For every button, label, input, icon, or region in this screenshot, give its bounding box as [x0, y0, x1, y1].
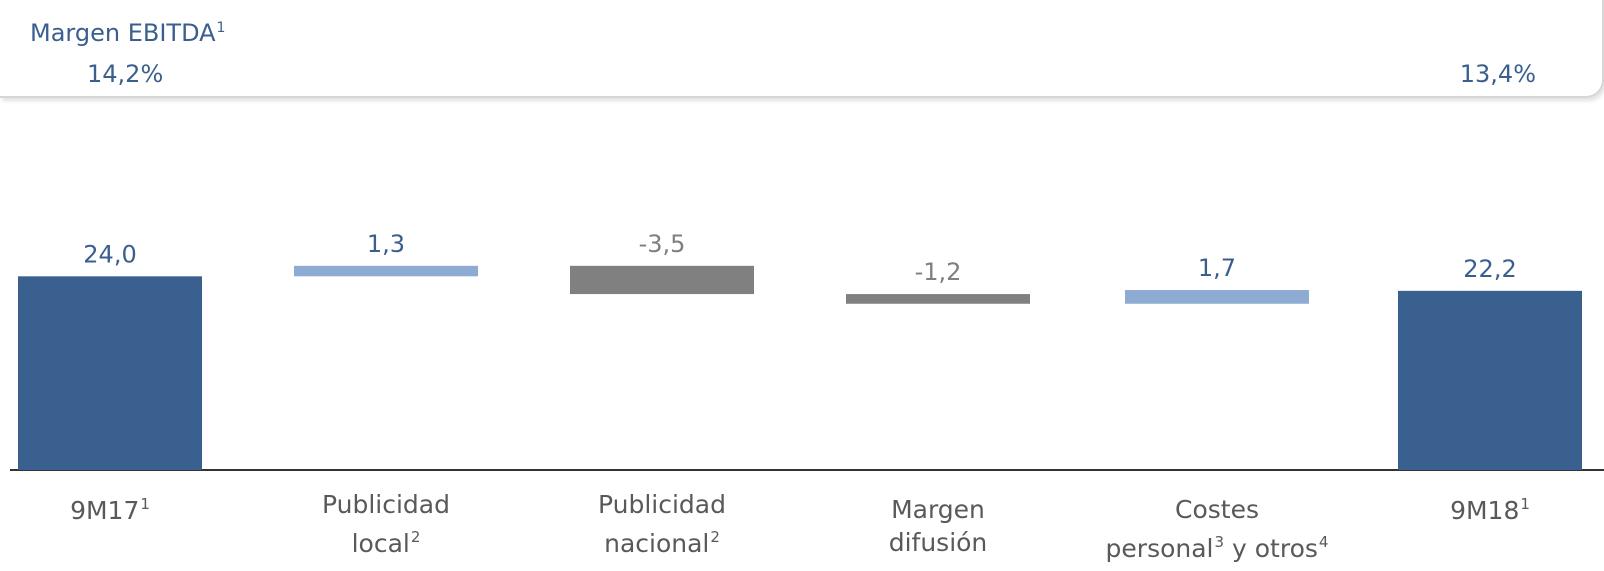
ebitda-margin-end-value: 13,4% — [1459, 60, 1536, 88]
category-label-line: local2 — [351, 528, 421, 558]
category-label-4: Costes personal3 y otros4 — [1087, 493, 1347, 565]
data-label-1: 1,3 — [367, 230, 405, 258]
bar-publicidad-local — [294, 265, 478, 277]
bar-9m17 — [18, 276, 202, 470]
category-label-line: nacional2 — [604, 528, 720, 558]
data-label-4: 1,7 — [1198, 254, 1236, 282]
category-label-line: difusión — [888, 528, 988, 557]
bar-publicidad-nacional — [570, 265, 754, 295]
category-label-line: Publicidad — [322, 490, 450, 519]
ebitda-margin-title-footnote: 1 — [216, 20, 226, 36]
category-label-line: Costes — [1175, 495, 1259, 524]
bar-costes-personal-y-otros — [1125, 290, 1309, 304]
data-label-2: -3,5 — [639, 230, 686, 258]
category-label-line: 9M171 — [70, 495, 150, 525]
ebitda-margin-title-text: Margen EBITDA — [30, 19, 216, 47]
ebitda-margin-start-value: 14,2% — [87, 60, 164, 88]
category-label-0: 9M171 — [0, 488, 220, 527]
data-label-5: 22,2 — [1463, 255, 1516, 283]
category-label-2: Publicidad nacional2 — [552, 488, 772, 560]
ebitda-margin-title: Margen EBITDA1 — [30, 19, 225, 47]
category-label-line: personal3 y otros4 — [1105, 533, 1329, 563]
ebitda-margin-panel: Margen EBITDA1 14,2% 13,4% — [0, 0, 1604, 98]
category-label-line: Publicidad — [598, 490, 726, 519]
category-label-3: Margen difusión — [828, 493, 1048, 559]
bar-margen-difusi-n — [846, 294, 1030, 304]
data-label-0: 24,0 — [83, 240, 136, 268]
category-label-line: Margen — [891, 495, 985, 524]
category-label-5: 9M181 — [1380, 488, 1600, 527]
data-label-3: -1,2 — [915, 258, 962, 286]
category-label-line: 9M181 — [1450, 495, 1530, 525]
bar-9m18 — [1398, 290, 1582, 470]
category-label-1: Publicidad local2 — [276, 488, 496, 560]
